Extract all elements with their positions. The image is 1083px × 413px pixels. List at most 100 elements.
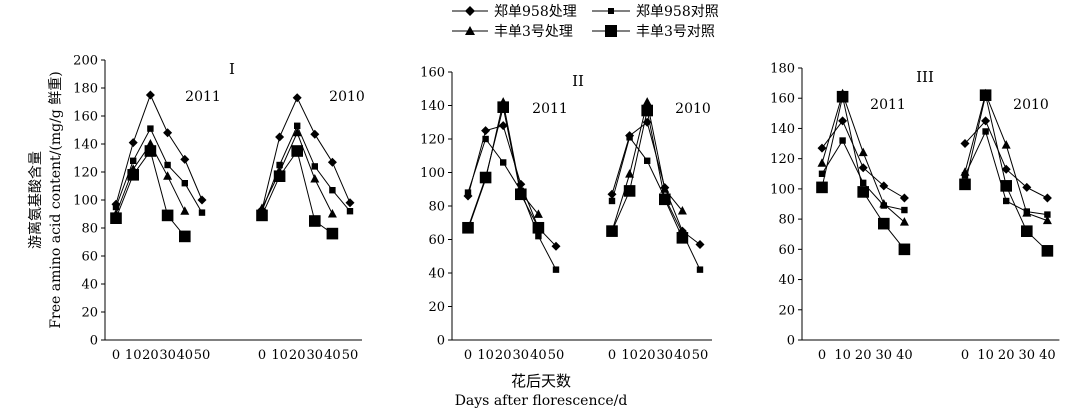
data-point-square-small	[839, 137, 846, 144]
data-point-diamond	[858, 163, 868, 173]
x-tick-label: 50	[342, 348, 359, 363]
data-point-triangle	[879, 199, 889, 208]
data-point-diamond	[275, 132, 285, 142]
data-point-square-large	[127, 169, 139, 181]
data-point-square-large	[110, 212, 122, 224]
y-tick-label: 40	[428, 267, 445, 282]
x-tick-label: 10	[834, 348, 851, 363]
data-point-diamond	[327, 157, 337, 167]
data-point-square-small	[112, 203, 120, 211]
data-point-square-small	[164, 161, 171, 169]
y-tick-label: 200	[73, 54, 98, 69]
data-point-square-large	[1041, 245, 1054, 257]
series-line	[611, 121, 701, 245]
x-tick-label: 30	[876, 348, 893, 363]
year-label: 2010	[675, 101, 711, 117]
x-tick-label: 10	[271, 348, 288, 363]
y-tick-label: 140	[770, 122, 795, 137]
data-point-square-small	[482, 135, 489, 143]
y-tick-label: 20	[81, 306, 98, 321]
data-point-diamond	[838, 116, 848, 126]
y-tick-label: 100	[73, 194, 98, 209]
data-point-triangle	[858, 147, 868, 157]
series-line	[611, 110, 683, 239]
x-tick-label: 0	[818, 348, 826, 363]
data-point-diamond	[145, 90, 155, 100]
data-point-square-large	[606, 225, 618, 237]
data-point-diamond	[1001, 164, 1011, 174]
y-tick-label: 180	[73, 82, 98, 97]
data-point-diamond	[197, 195, 207, 205]
x-tick-label: 50	[692, 348, 709, 363]
data-point-triangle	[533, 209, 543, 218]
data-point-triangle	[163, 171, 173, 180]
data-point-diamond	[551, 241, 561, 251]
data-point-diamond	[128, 138, 138, 148]
data-point-diamond	[879, 181, 889, 191]
data-point-triangle	[660, 184, 670, 193]
data-point-square-small	[311, 163, 318, 170]
y-axis-title-en: Free amino acid content/(mg/g 鲜重)	[48, 71, 64, 328]
y-tick-label: 20	[428, 300, 445, 315]
data-point-square-large	[857, 186, 869, 198]
data-point-diamond	[481, 126, 491, 136]
x-tick-label: 0	[464, 348, 472, 363]
legend-label: 丰单3号处理	[494, 24, 573, 40]
y-tick-label: 120	[73, 166, 98, 181]
y-tick-label: 160	[770, 92, 795, 107]
data-point-diamond	[1042, 193, 1052, 203]
data-point-square-small	[818, 170, 826, 177]
data-point-triangle	[180, 206, 190, 215]
data-point-square-small	[1044, 211, 1051, 218]
x-tick-label: 40	[324, 348, 341, 363]
year-label: 2010	[1013, 97, 1049, 113]
data-point-square-large	[623, 185, 636, 197]
x-tick-label: 30	[307, 348, 324, 363]
data-point-square-large	[291, 145, 303, 157]
x-tick-label: 50	[548, 348, 565, 363]
y-axis-title: 游离氨基酸含量 Free amino acid content/(mg/g 鲜重…	[27, 71, 64, 328]
data-point-square-large	[641, 104, 653, 117]
data-point-square-small	[181, 180, 188, 187]
x-tick-label: 30	[657, 348, 674, 363]
y-tick-label: 40	[778, 273, 795, 288]
data-point-square-small	[130, 157, 137, 164]
x-axis-title-en: Days after florescence/d	[455, 393, 628, 409]
data-point-square-small	[464, 189, 472, 196]
x-tick-label: 10	[477, 348, 494, 363]
y-tick-label: 80	[428, 200, 445, 215]
series-line	[115, 149, 186, 237]
data-point-square-small	[552, 266, 560, 273]
data-point-square-small	[329, 187, 336, 194]
data-point-diamond	[310, 129, 320, 139]
x-tick-label: 20	[855, 348, 872, 363]
y-tick-label: 140	[73, 138, 98, 153]
data-point-square-large	[676, 232, 689, 244]
data-point-diamond	[180, 154, 190, 164]
x-tick-label: 10	[621, 348, 638, 363]
data-point-diamond	[1022, 182, 1032, 192]
data-point-square-small	[535, 232, 542, 240]
x-tick-label: 0	[112, 348, 120, 363]
legend-item-fd3-ctrl: 丰单3号对照	[592, 24, 715, 40]
y-tick-label: 80	[778, 213, 795, 228]
data-point-square-large	[1021, 225, 1033, 237]
year-label: 2011	[532, 101, 568, 117]
legend: 郑单958处理 郑单958对照 丰单3号处理 丰单3号对照	[452, 4, 719, 40]
data-point-diamond	[695, 240, 705, 250]
series-line	[467, 137, 557, 270]
data-point-square-large	[462, 221, 474, 234]
data-point-square-large	[326, 227, 339, 240]
y-tick-label: 160	[73, 110, 98, 125]
year-label: 2010	[329, 89, 365, 105]
x-tick-label: 40	[896, 348, 913, 363]
y-tick-label: 80	[81, 222, 98, 237]
legend-item-zd958-treat: 郑单958处理	[452, 4, 577, 20]
data-point-square-large	[497, 101, 509, 113]
data-point-square-large	[179, 230, 191, 243]
panel-label: II	[572, 72, 584, 90]
data-point-square-large	[479, 171, 492, 184]
data-point-square-small	[346, 208, 354, 215]
